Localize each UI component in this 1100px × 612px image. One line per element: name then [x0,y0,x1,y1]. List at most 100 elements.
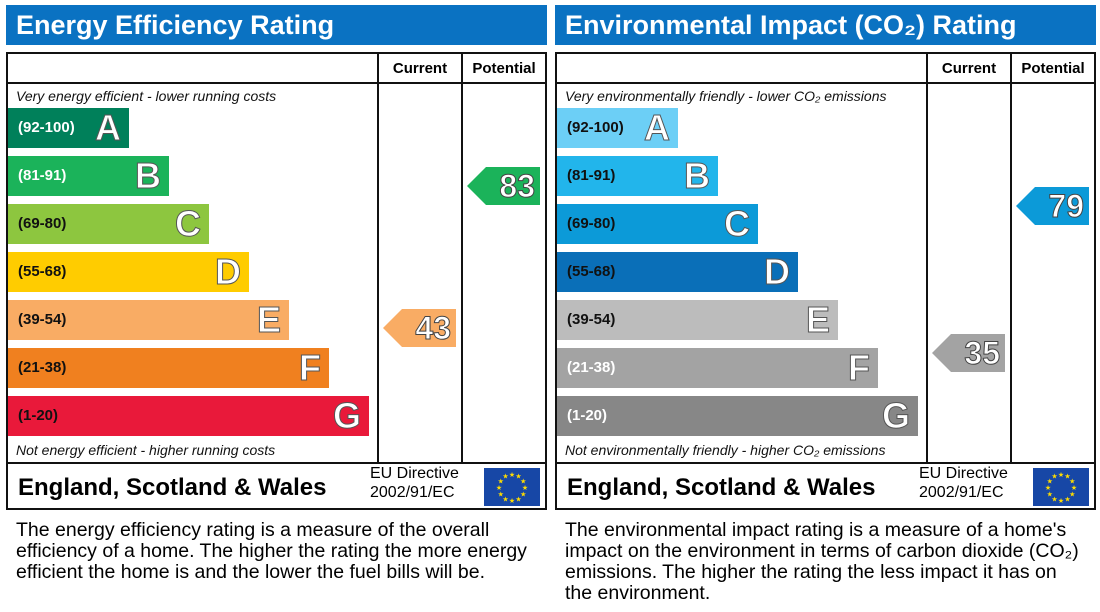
band-E: (39-54) E [8,299,289,340]
band-letter: D [215,251,242,292]
svg-text:★: ★ [520,478,526,486]
description: The environmental impact rating is a mea… [565,519,1079,604]
energy-efficiency-panel: Energy Efficiency Rating Current Potenti… [6,0,547,612]
potential-rating: 83 [467,167,540,205]
directive-line: 2002/91/EC [370,484,455,501]
band-E: (39-54) E [557,299,838,340]
band-range: (55-68) [567,263,616,280]
band-C: (69-80) C [557,203,758,244]
band-range: (21-38) [18,359,67,376]
band-letter: G [332,395,361,436]
divider [461,54,463,464]
rating-table: Current Potential Very energy efficient … [6,52,547,510]
description: The energy efficiency rating is a measur… [16,519,527,583]
band-letter: B [135,155,162,196]
svg-text:★: ★ [496,484,502,492]
svg-text:★: ★ [1071,484,1077,492]
band-range: (39-54) [18,311,67,328]
band-range: (1-20) [18,407,59,424]
divider [1010,54,1012,464]
region-label: England, Scotland & Wales [567,474,876,501]
column-header-current: Current [392,60,448,77]
svg-text:★: ★ [1047,478,1053,486]
svg-text:★: ★ [498,491,504,499]
band-A: (92-100) A [8,107,129,148]
svg-text:★: ★ [1064,473,1070,481]
band-F: (21-38) F [557,347,878,388]
band-letter: D [764,251,791,292]
svg-text:★: ★ [509,497,515,505]
column-header-potential: Potential [472,60,536,77]
svg-text:★: ★ [515,473,521,481]
potential-arrow [467,167,540,205]
bottom-note: Not environmentally friendly - higher CO… [565,442,886,458]
divider [8,462,545,464]
current-rating: 43 [383,309,456,347]
current-arrow [383,309,456,347]
svg-text:★: ★ [1064,495,1070,503]
band-A: (92-100) A [557,107,678,148]
band-range: (69-80) [18,215,67,232]
potential-value: 79 [1048,188,1085,225]
svg-text:★: ★ [1047,491,1053,499]
band-range: (81-91) [567,167,616,184]
band-letter: C [175,203,202,244]
band-letter: E [256,299,281,340]
band-B: (81-91) B [557,155,718,196]
svg-text:★: ★ [1051,495,1057,503]
eu-flag-icon: ★★★★★★★★★ ★ ★★ [1033,468,1089,506]
band-range: (21-38) [567,359,616,376]
band-range: (69-80) [567,215,616,232]
svg-text:★: ★ [1058,471,1064,479]
svg-text:★: ★ [502,495,508,503]
top-note: Very environmentally friendly - lower CO… [565,88,887,104]
band-letter: B [684,155,711,196]
band-G: (1-20) G [557,395,918,436]
rating-table: Current Potential Very environmentally f… [555,52,1096,510]
svg-text:★: ★ [520,491,526,499]
directive-line: EU Directive [370,465,459,482]
potential-rating: 79 [1016,187,1089,225]
band-letter: C [724,203,751,244]
band-letter: F [299,347,322,388]
current-value: 43 [415,310,452,347]
svg-text:★: ★ [498,478,504,486]
eu-directive: EU Directive 2002/91/EC [370,464,459,502]
svg-text:★: ★ [1069,478,1075,486]
column-header-potential: Potential [1021,60,1085,77]
svg-text:★: ★ [1045,484,1051,492]
band-G: (1-20) G [8,395,369,436]
current-arrow [932,334,1005,372]
divider [8,82,545,84]
svg-text:★: ★ [515,495,521,503]
svg-text:★: ★ [502,473,508,481]
top-note: Very energy efficient - lower running co… [16,88,277,104]
potential-value: 83 [499,168,536,205]
eu-directive: EU Directive 2002/91/EC [919,464,1008,502]
svg-text:★: ★ [1058,497,1064,505]
current-rating: 35 [932,334,1005,372]
column-header-current: Current [941,60,997,77]
band-letter: A [644,107,671,148]
band-range: (92-100) [18,119,75,136]
band-letter: G [881,395,910,436]
band-range: (81-91) [18,167,67,184]
chart-title: Environmental Impact (CO₂) Rating [555,5,1096,45]
band-letter: F [848,347,871,388]
divider [926,54,928,464]
band-B: (81-91) B [8,155,169,196]
region-label: England, Scotland & Wales [18,474,327,501]
band-letter: A [95,107,122,148]
band-range: (39-54) [567,311,616,328]
band-C: (69-80) C [8,203,209,244]
band-D: (55-68) D [8,251,249,292]
band-D: (55-68) D [557,251,798,292]
band-range: (92-100) [567,119,624,136]
divider [557,82,1094,84]
divider [557,462,1094,464]
bottom-note: Not energy efficient - higher running co… [16,442,276,458]
directive-line: EU Directive [919,465,1008,482]
directive-line: 2002/91/EC [919,484,1004,501]
svg-text:★: ★ [1069,491,1075,499]
band-letter: E [805,299,830,340]
